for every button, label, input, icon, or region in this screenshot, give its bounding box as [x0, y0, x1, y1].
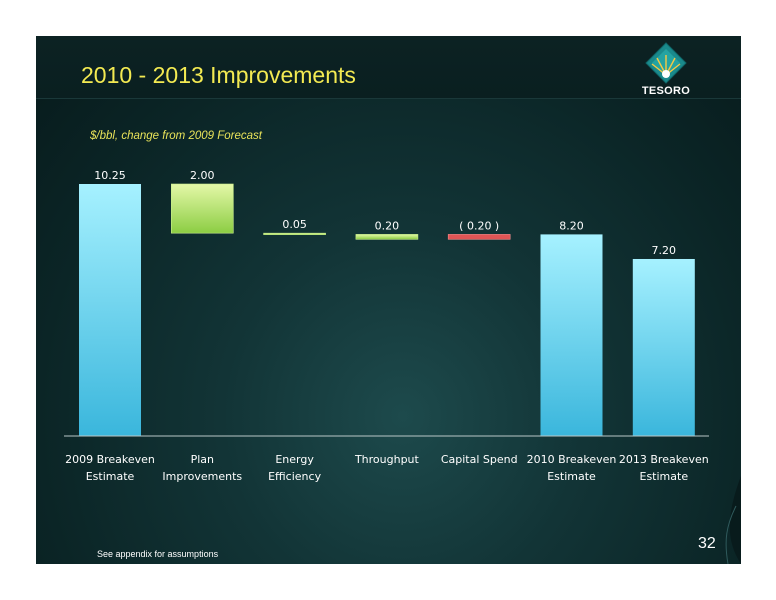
- bar-2: [263, 232, 326, 235]
- bar-1: [171, 183, 234, 234]
- value-labels-group: 10.25 2.00 0.05 0.20 ( 0.20 ) 8.20 7.20: [94, 169, 676, 257]
- category-label-2: Energy Efficiency: [268, 453, 321, 483]
- category-label-0: 2009 Breakeven Estimate: [65, 453, 155, 483]
- footnote: See appendix for assumptions: [97, 549, 219, 559]
- category-label-1: Plan Improvements: [162, 453, 242, 483]
- value-label-4: ( 0.20 ): [459, 219, 499, 232]
- header-band: [36, 36, 741, 99]
- bars-group: [79, 183, 695, 436]
- category-label-4: Capital Spend: [441, 453, 518, 466]
- tesoro-logo-icon: [645, 42, 687, 84]
- bar-3: [355, 234, 419, 240]
- bar-6: [632, 258, 695, 436]
- chart-subtitle: $/bbl, change from 2009 Forecast: [90, 130, 262, 142]
- value-label-6: 7.20: [652, 244, 677, 257]
- bar-4: [447, 234, 511, 240]
- value-label-2: 0.05: [282, 218, 307, 231]
- page-number: 32: [698, 535, 716, 552]
- waterfall-chart: 10.25 2.00 0.05 0.20 ( 0.20 ) 8.20 7.20 2009 B…: [64, 169, 709, 483]
- corner-decoration: [725, 476, 741, 564]
- tesoro-logo: TESORO: [626, 41, 706, 99]
- bar-5: [540, 234, 603, 436]
- slide: 2010 - 2013 Improvements TESORO $/bbl, c…: [36, 36, 741, 564]
- value-label-0: 10.25: [94, 169, 126, 182]
- category-label-6: 2013 Breakeven Estimate: [619, 453, 709, 483]
- value-label-5: 8.20: [559, 219, 584, 232]
- category-label-3: Throughput: [354, 453, 420, 466]
- bar-0: [79, 184, 141, 436]
- value-label-1: 2.00: [190, 169, 215, 182]
- value-label-3: 0.20: [375, 219, 400, 232]
- logo-wordmark: TESORO: [641, 85, 691, 97]
- slide-title: 2010 - 2013 Improvements: [81, 62, 356, 88]
- category-label-5: 2010 Breakeven Estimate: [527, 453, 617, 483]
